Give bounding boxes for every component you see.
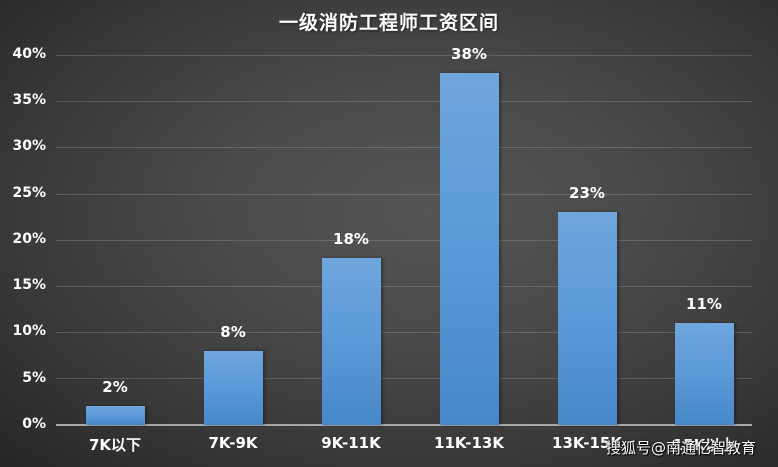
gridline: [56, 147, 752, 148]
gridline: [56, 286, 752, 287]
x-tick-label: 9K-11K: [321, 434, 381, 452]
chart-title: 一级消防工程师工资区间: [278, 12, 499, 34]
y-tick-label: 0%: [22, 416, 46, 432]
gridline: [56, 378, 752, 379]
plot-area: [56, 55, 752, 426]
y-tick-label: 20%: [12, 231, 46, 247]
x-tick-label: 7K-9K: [208, 434, 258, 452]
x-axis-line: [56, 424, 752, 426]
x-tick-label: 13K-15K: [552, 434, 622, 452]
gridline: [56, 55, 752, 56]
bar: [439, 73, 499, 425]
y-tick-label: 10%: [12, 323, 46, 339]
bar: [321, 258, 381, 425]
bar-value-label: 23%: [569, 184, 605, 202]
bar-value-label: 18%: [333, 230, 369, 248]
bar: [557, 212, 617, 425]
bar-value-label: 11%: [686, 295, 722, 313]
bar: [674, 323, 734, 425]
y-tick-label: 40%: [12, 46, 46, 62]
y-tick-label: 15%: [12, 277, 46, 293]
bar-value-label: 8%: [220, 323, 246, 341]
bar: [203, 351, 263, 425]
bar: [85, 406, 145, 425]
y-tick-label: 25%: [12, 185, 46, 201]
x-tick-label: 7K以下: [88, 436, 142, 454]
gridline: [56, 194, 752, 195]
gridline: [56, 101, 752, 102]
x-tick-label: 11K-13K: [434, 434, 504, 452]
watermark-text: 搜狐号@南通亿智教育: [606, 439, 757, 457]
y-tick-label: 30%: [12, 138, 46, 154]
y-tick-label: 35%: [12, 92, 46, 108]
x-tick-label: 15K以上: [672, 436, 736, 454]
gridline: [56, 332, 752, 333]
y-tick-label: 5%: [22, 370, 46, 386]
bar-value-label: 38%: [451, 45, 487, 63]
gridline: [56, 240, 752, 241]
bar-value-label: 2%: [102, 378, 128, 396]
